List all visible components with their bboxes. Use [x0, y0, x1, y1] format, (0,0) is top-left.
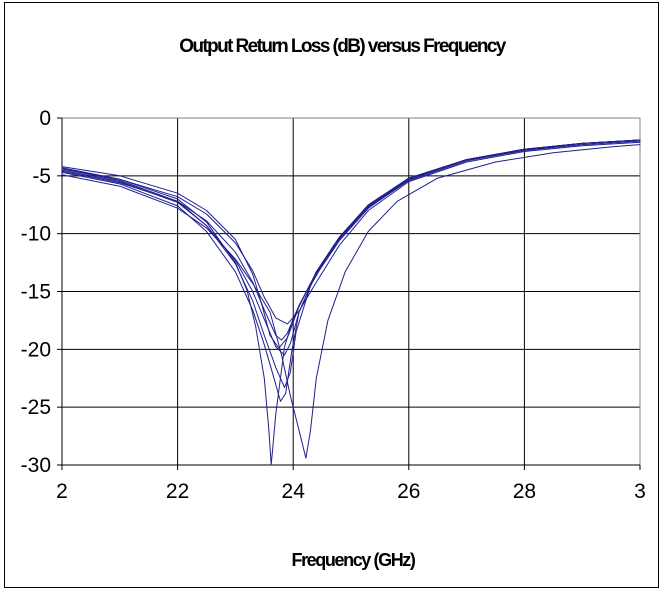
series-line-7: [61, 139, 641, 466]
series-lines: [61, 139, 641, 466]
x-tick-label-0: 2: [56, 480, 68, 503]
x-tick-labels: 2 22 24 26 28 3: [56, 480, 646, 503]
x-axis: [61, 464, 641, 470]
y-axis: [57, 117, 63, 466]
series-line-4: [61, 139, 641, 356]
y-tick-label-5: -25: [21, 396, 51, 419]
series-line-2: [61, 139, 641, 341]
x-tick-label-4: 28: [513, 480, 536, 503]
series-line-3: [61, 140, 641, 349]
x-tick-label-2: 24: [282, 480, 306, 503]
chart-frame: [4, 2, 659, 588]
y-tick-label-0: 0: [39, 107, 51, 130]
series-line-8: [61, 144, 641, 459]
y-tick-label-6: -30: [21, 454, 51, 477]
series-line-6: [61, 139, 641, 402]
series-line-5: [61, 139, 641, 388]
x-tick-label-3: 26: [397, 480, 420, 503]
x-axis-label: Frequency (GHz): [291, 550, 415, 570]
chart-title: Output Return Loss (dB) versus Frequency: [179, 36, 507, 57]
y-tick-label-2: -10: [21, 223, 51, 246]
y-tick-labels: 0 -5 -10 -15 -20 -25 -30: [21, 107, 51, 477]
y-tick-label-4: -20: [21, 338, 51, 361]
y-tick-label-1: -5: [32, 165, 51, 188]
x-tick-label-5: 3: [634, 480, 646, 503]
series-line-1: [61, 141, 641, 325]
x-tick-label-1: 22: [166, 480, 189, 503]
y-tick-label-3: -15: [21, 281, 51, 304]
